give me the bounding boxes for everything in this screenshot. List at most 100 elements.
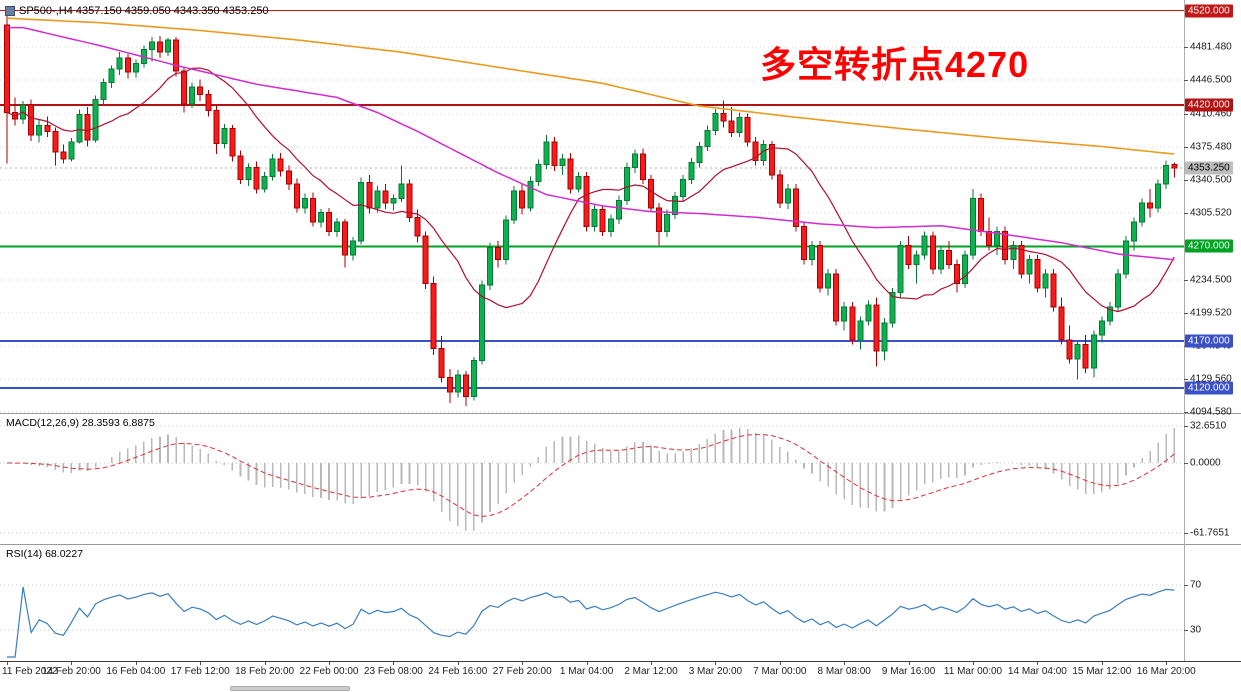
axis-tick <box>1184 114 1188 115</box>
axis-tick <box>1184 180 1188 181</box>
time-label: 2 Mar 12:00 <box>624 666 678 677</box>
panel-divider-rsi[interactable] <box>0 544 1241 545</box>
axis-tick <box>1184 533 1188 534</box>
time-label: 27 Feb 20:00 <box>492 666 552 677</box>
time-tick <box>1037 662 1038 665</box>
rsi-axis-label: 30 <box>1190 624 1202 636</box>
macd-axis-label: 32.6510 <box>1190 420 1227 432</box>
macd-axis-label: 0.0000 <box>1190 457 1221 469</box>
time-tick <box>200 662 201 665</box>
time-tick <box>71 662 72 665</box>
time-label: 15 Mar 12:00 <box>1072 666 1132 677</box>
time-tick <box>7 662 8 665</box>
price-grid-label: 4199.520 <box>1190 307 1232 319</box>
price-grid-label: 4375.480 <box>1190 141 1232 153</box>
price-level-badge: 4420.000 <box>1185 98 1233 112</box>
time-label: 14 Feb 20:00 <box>41 666 101 677</box>
time-tick <box>458 662 459 665</box>
time-tick <box>587 662 588 665</box>
rsi-line <box>7 586 1175 658</box>
time-tick <box>909 662 910 665</box>
time-tick <box>136 662 137 665</box>
rsi-gridlines <box>0 584 1184 631</box>
chart-icon <box>5 6 15 16</box>
rsi-axis-label: 70 <box>1190 579 1202 591</box>
time-tick <box>780 662 781 665</box>
price-grid-label: 4481.480 <box>1190 41 1232 53</box>
time-axis[interactable]: 11 Feb 2022 14 Feb 20:00 16 Feb 04:00 17 Fe… <box>0 662 1196 692</box>
macd-gridlines <box>0 425 1184 534</box>
time-label: 16 Feb 04:00 <box>106 666 166 677</box>
time-label: 24 Feb 16:00 <box>428 666 488 677</box>
price-grid-label: 4446.500 <box>1190 74 1232 86</box>
axis-tick <box>1184 412 1188 413</box>
rsi-series <box>7 586 1175 658</box>
time-label: 8 Mar 08:00 <box>817 666 871 677</box>
time-tick <box>844 662 845 665</box>
symbol-info-bar: SP500-,H4 4357.150 4359.050 4343.350 435… <box>5 5 269 17</box>
axis-tick <box>1184 147 1188 148</box>
time-label: 9 Mar 16:00 <box>881 666 936 677</box>
time-label: 14 Mar 04:00 <box>1007 666 1067 677</box>
candlestick-series <box>4 8 1178 406</box>
price-level-badge: 4120.000 <box>1185 381 1233 395</box>
price-grid-label: 4094.580 <box>1190 406 1232 418</box>
price-grid-label: 4305.520 <box>1190 207 1232 219</box>
axis-tick <box>1184 80 1188 81</box>
time-label: 11 Mar 00:00 <box>943 666 1003 677</box>
price-axis[interactable]: 4481.480 4446.500 4410.460 4375.480 4340.500… <box>1184 0 1241 661</box>
axis-tick <box>1184 379 1188 380</box>
price-axis-separator <box>1184 0 1185 661</box>
level-lines <box>0 10 1184 390</box>
time-tick <box>522 662 523 665</box>
price-grid-label: 4234.500 <box>1190 274 1232 286</box>
price-level-badge: 4520.000 <box>1185 4 1233 18</box>
price-grid-label: 4129.560 <box>1190 373 1232 385</box>
axis-tick <box>1184 426 1188 427</box>
rsi-title: RSI(14) 68.0227 <box>6 548 84 560</box>
axis-tick <box>1184 213 1188 214</box>
ma-magenta-line <box>7 26 1175 261</box>
macd-histogram <box>14 427 1176 531</box>
chart-canvas[interactable] <box>0 0 1184 661</box>
price-grid-label: 4410.460 <box>1190 108 1232 120</box>
time-label: 1 Mar 04:00 <box>559 666 614 677</box>
axis-tick <box>1184 313 1188 314</box>
moving-averages <box>6 17 1175 313</box>
axis-tick <box>1184 47 1188 48</box>
time-label: 16 Mar 20:00 <box>1136 666 1196 677</box>
price-level-badge: 4270.000 <box>1185 239 1233 253</box>
axis-tick <box>1184 585 1188 586</box>
time-label: 3 Mar 20:00 <box>688 666 743 677</box>
macd-signal <box>6 434 1175 518</box>
time-tick <box>393 662 394 665</box>
axis-tick <box>1184 630 1188 631</box>
time-label: 22 Feb 00:00 <box>299 666 359 677</box>
price-grid-label: 4340.500 <box>1190 174 1232 186</box>
panel-divider-macd[interactable] <box>0 413 1241 414</box>
time-tick <box>329 662 330 665</box>
axis-tick <box>1184 280 1188 281</box>
symbol-ohlc-text: SP500-,H4 4357.150 4359.050 4343.350 435… <box>19 5 269 17</box>
price-level-badge: 4170.000 <box>1185 334 1233 348</box>
time-axis-line <box>0 661 1241 662</box>
time-label: 23 Feb 08:00 <box>363 666 423 677</box>
axis-tick <box>1184 463 1188 464</box>
time-tick <box>1166 662 1167 665</box>
h-scrollbar-thumb[interactable] <box>230 686 350 691</box>
time-tick <box>715 662 716 665</box>
time-tick <box>973 662 974 665</box>
ma-fast-line <box>6 67 1175 313</box>
macd-axis-label: -61.7651 <box>1190 527 1230 539</box>
macd-title: MACD(12,26,9) 28.3593 6.8875 <box>6 417 155 429</box>
price-gridlines <box>0 46 1184 413</box>
time-tick <box>651 662 652 665</box>
time-label: 11 Feb 2022 <box>2 666 58 677</box>
ma-orange-line <box>6 17 1175 155</box>
macd-signal-line <box>6 434 1175 518</box>
time-label: 18 Feb 20:00 <box>235 666 295 677</box>
time-tick <box>265 662 266 665</box>
time-label: 7 Mar 00:00 <box>753 666 807 677</box>
time-label: 17 Feb 12:00 <box>170 666 230 677</box>
